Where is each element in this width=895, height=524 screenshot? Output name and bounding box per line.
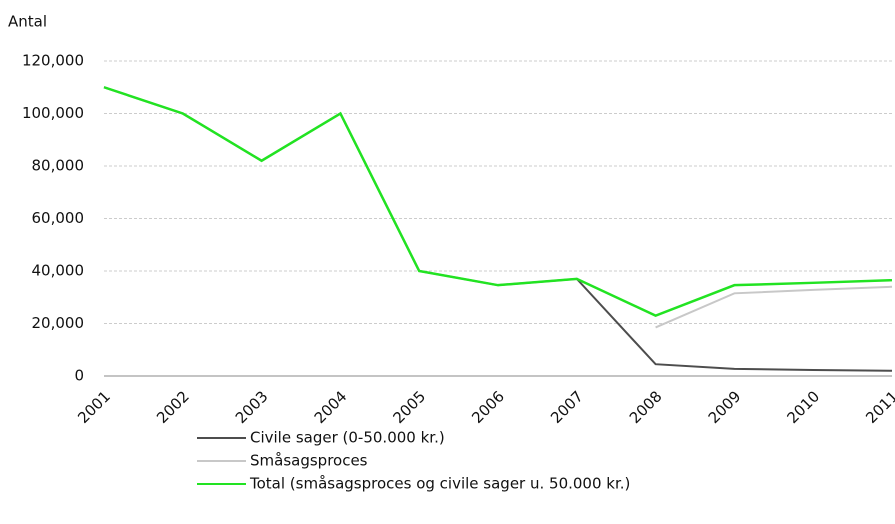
- y-tick-label: 20,000: [32, 314, 85, 332]
- y-tick-label: 120,000: [22, 52, 84, 70]
- legend-label: Småsagsproces: [250, 452, 368, 470]
- x-tick-label: 2009: [705, 387, 745, 427]
- x-tick-label: 2003: [232, 387, 272, 427]
- x-tick-label: 2010: [783, 387, 823, 427]
- x-tick-label: 2011: [862, 387, 895, 427]
- series-line: [103, 86, 893, 317]
- legend-label: Total (småsagsproces og civile sager u. …: [249, 475, 630, 493]
- y-axis-label: Antal: [8, 13, 47, 31]
- y-tick-label: 60,000: [32, 209, 85, 227]
- x-tick-label: 2002: [153, 387, 193, 427]
- series-line: [103, 86, 893, 372]
- legend-label: Civile sager (0-50.000 kr.): [250, 429, 445, 447]
- x-tick-label: 2004: [311, 387, 351, 427]
- series-line: [655, 285, 893, 329]
- y-tick-label: 40,000: [32, 262, 85, 280]
- x-tick-label: 2007: [547, 387, 587, 427]
- y-tick-label: 100,000: [22, 104, 84, 122]
- x-tick-label: 2006: [468, 387, 508, 427]
- x-tick-label: 2001: [74, 387, 114, 427]
- y-tick-label: 0: [74, 367, 84, 385]
- x-tick-label: 2005: [389, 387, 429, 427]
- y-tick-label: 80,000: [32, 157, 85, 175]
- x-tick-label: 2008: [626, 387, 666, 427]
